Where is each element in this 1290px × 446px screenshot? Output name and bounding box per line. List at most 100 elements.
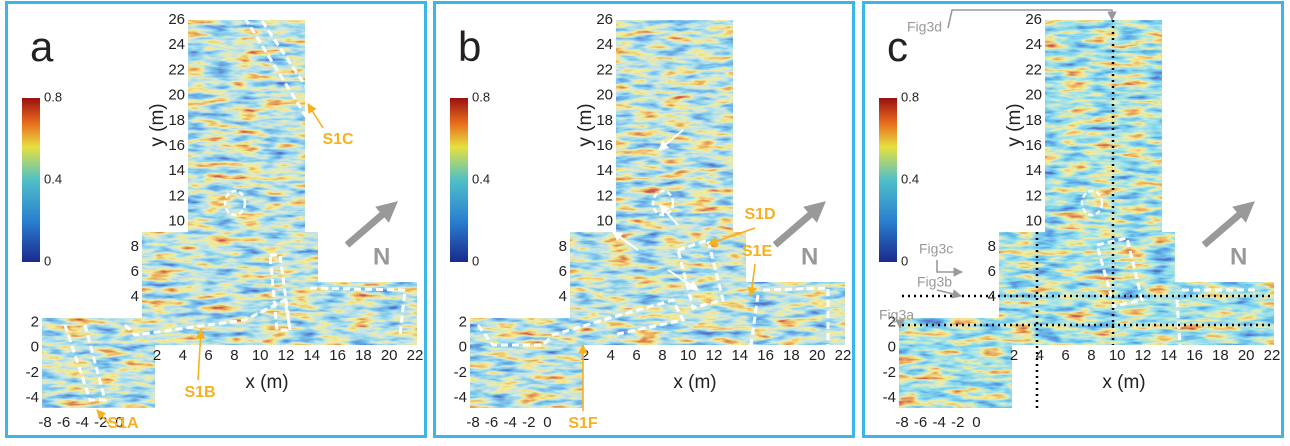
y-tick-label: 4 (131, 288, 139, 305)
y-tick-label: 24 (1025, 36, 1042, 53)
y-tick-label: -4 (883, 389, 896, 406)
colorbar-tick-label: 0.4 (472, 171, 490, 186)
y-tick-label: 22 (168, 61, 185, 78)
annotation: S1F (568, 415, 598, 432)
x-tick-label: 18 (1212, 347, 1229, 364)
x-tick-label: 4 (1036, 347, 1044, 364)
colorbar-tick-label: 0.4 (901, 171, 919, 186)
y-tick-label: 20 (1025, 87, 1042, 104)
y-tick-label: 14 (1025, 162, 1042, 179)
colorbar-tick-label: 0.8 (44, 89, 62, 104)
y-tick-label: 24 (596, 36, 613, 53)
y-tick-label: 6 (988, 263, 996, 280)
y-tick-label: 20 (168, 87, 185, 104)
y-tick-label: 12 (596, 187, 613, 204)
y-tick-label: 10 (168, 213, 185, 230)
y-tick-label: -4 (26, 389, 39, 406)
y-tick-label: 10 (1025, 213, 1042, 230)
x-tick-label: 8 (1087, 347, 1095, 364)
x-tick-label: 14 (303, 347, 320, 364)
y-tick-label: 8 (131, 238, 139, 255)
x-axis-label: x (m) (1102, 372, 1145, 393)
colorbar-tick-label: 0.8 (901, 89, 919, 104)
y-tick-label: 26 (1025, 11, 1042, 28)
y-tick-label: 10 (596, 213, 613, 230)
y-tick-label: 16 (1025, 137, 1042, 154)
annotation: Fig3b (917, 274, 952, 290)
panel-label: a (30, 23, 54, 70)
y-tick-label: 2 (31, 313, 39, 330)
x-tick-label: -6 (485, 414, 498, 431)
y-tick-label: 16 (168, 137, 185, 154)
arrow (667, 269, 699, 291)
y-tick-label: 6 (559, 263, 567, 280)
x-tick-label: -8 (466, 414, 479, 431)
x-tick-label: 8 (230, 347, 238, 364)
y-tick-label: 0 (31, 339, 39, 356)
y-tick-label: 8 (559, 238, 567, 255)
x-tick-label: 14 (731, 347, 748, 364)
compass-arrow (344, 201, 398, 248)
y-tick-label: 2 (888, 313, 896, 330)
x-tick-label: -4 (933, 414, 946, 431)
x-tick-label: -8 (38, 414, 51, 431)
y-tick-label: -4 (454, 389, 467, 406)
outline (1175, 288, 1257, 346)
x-tick-label: 18 (783, 347, 800, 364)
x-tick-label: 0 (115, 414, 123, 431)
annotation: S1E (742, 243, 773, 260)
y-axis-label: y (m) (575, 103, 596, 146)
y-tick-label: 22 (596, 61, 613, 78)
x-tick-label: 12 (1135, 347, 1152, 364)
y-tick-label: 24 (168, 36, 185, 53)
x-axis-label: x (m) (245, 372, 288, 393)
outline (63, 297, 292, 402)
x-tick-label: 6 (204, 347, 212, 364)
outline (223, 189, 247, 217)
colorbar (450, 98, 468, 262)
annotation-arrow (747, 263, 757, 297)
x-tick-label: 0 (543, 414, 551, 431)
arrow (659, 204, 679, 226)
y-tick-label: 18 (168, 112, 185, 129)
y-axis-label: y (m) (147, 103, 168, 146)
y-tick-label: 0 (888, 339, 896, 356)
colorbar-tick-label: 0 (44, 253, 51, 268)
x-tick-label: 2 (1010, 347, 1018, 364)
compass-label: N (1230, 243, 1247, 270)
x-tick-label: 22 (1264, 347, 1281, 364)
x-tick-label: -6 (914, 414, 927, 431)
annotation-arrow (936, 260, 963, 277)
annotation-arrow (307, 103, 324, 129)
annotation-arrow (947, 9, 1117, 29)
x-tick-label: 10 (1109, 347, 1126, 364)
colorbar-tick-label: 0 (472, 253, 479, 268)
annotation-arrow (936, 289, 962, 299)
x-tick-label: 12 (706, 347, 723, 364)
compass-label: N (801, 243, 818, 270)
y-tick-label: 4 (988, 288, 996, 305)
arrow (658, 129, 684, 151)
y-axis-label: y (m) (1004, 103, 1025, 146)
y-tick-label: 6 (131, 263, 139, 280)
y-tick-label: 14 (168, 162, 185, 179)
x-tick-label: 16 (757, 347, 774, 364)
x-tick-label: 16 (1186, 347, 1203, 364)
y-tick-label: 20 (596, 87, 613, 104)
arrow (612, 231, 639, 251)
x-tick-label: -2 (522, 414, 535, 431)
y-tick-label: 16 (596, 137, 613, 154)
annotation: Fig3d (907, 19, 942, 35)
outline (1095, 236, 1144, 308)
x-tick-label: -4 (76, 414, 89, 431)
y-tick-label: -2 (26, 364, 39, 381)
y-tick-label: 12 (1025, 187, 1042, 204)
y-tick-label: 22 (1025, 61, 1042, 78)
compass-label: N (373, 243, 390, 270)
x-tick-label: 20 (809, 347, 826, 364)
